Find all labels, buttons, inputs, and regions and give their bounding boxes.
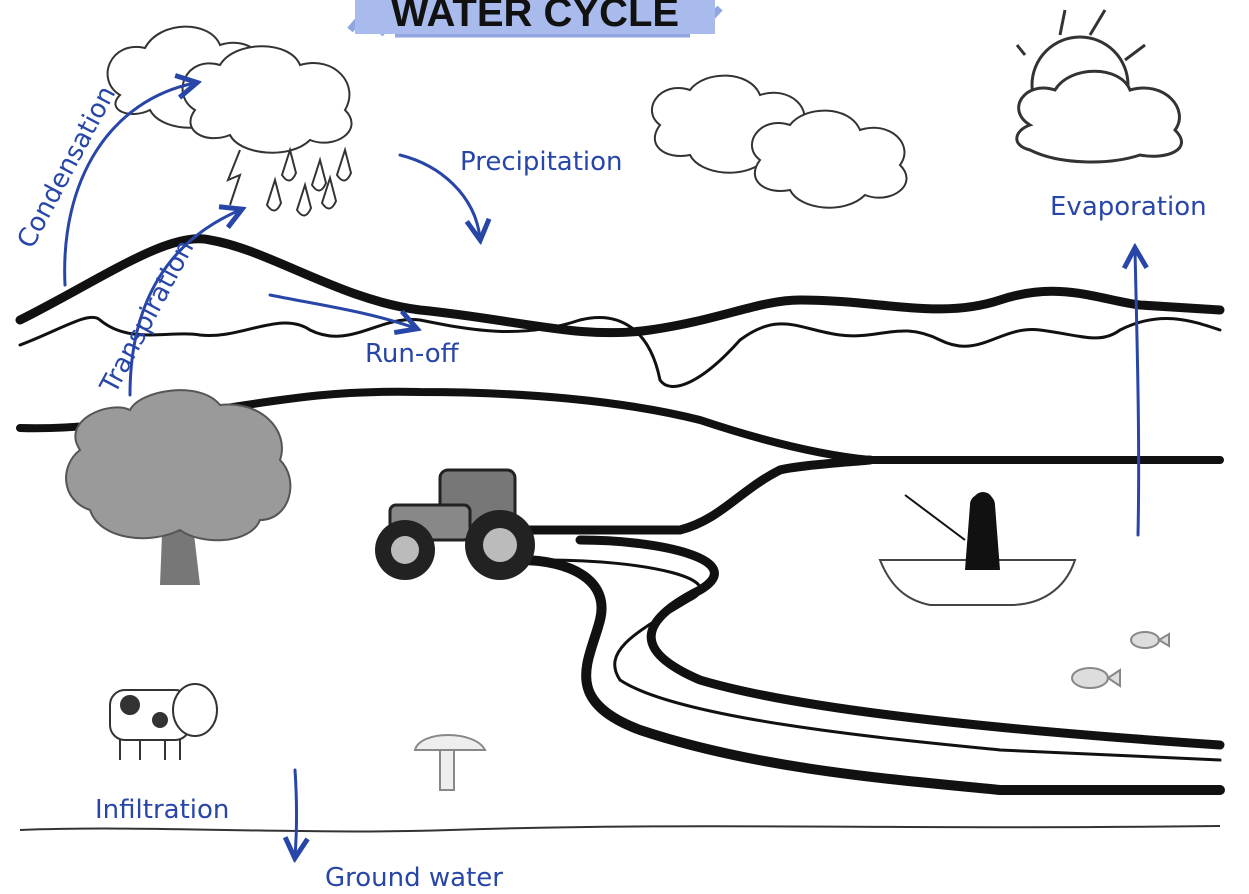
evaporation-arrow (1135, 250, 1139, 535)
water-cycle-diagram: WATER CYCLE (0, 0, 1249, 894)
infiltration-label: Infiltration (95, 795, 229, 825)
title: WATER CYCLE (391, 0, 679, 35)
transpiration-label: Transpiration (94, 235, 200, 399)
evaporation-label: Evaporation (1050, 192, 1207, 222)
sun-cloud (1017, 10, 1182, 162)
cow (110, 684, 217, 760)
rain-cloud (108, 27, 352, 216)
ground-water-label: Ground water (325, 863, 503, 893)
mushroom (415, 735, 485, 790)
run-off-label: Run-off (365, 339, 460, 369)
fish (1072, 632, 1169, 688)
cloud (652, 76, 907, 208)
precipitation-label: Precipitation (460, 147, 623, 177)
tree (66, 390, 290, 585)
infiltration-arrow (295, 770, 297, 856)
body: WATER CYCLE (0, 0, 1249, 894)
boat (880, 492, 1075, 605)
tractor (375, 470, 535, 580)
page: Water cycle {"title": "WATER CYCLE", "la… (0, 0, 1249, 894)
